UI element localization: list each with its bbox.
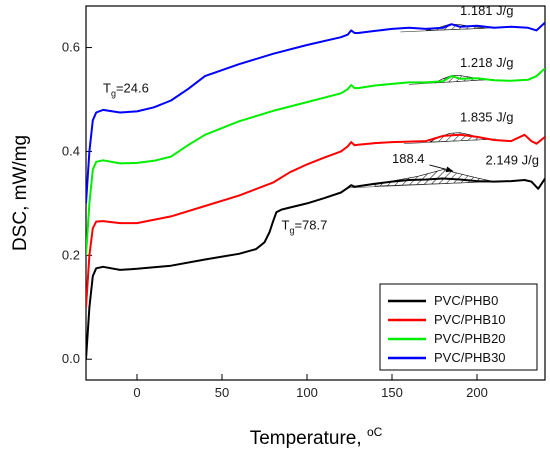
series-line	[86, 177, 545, 360]
legend-box	[379, 283, 538, 371]
legend-label: PVC/PHB10	[434, 312, 506, 327]
y-tick-label: 0.4	[62, 143, 80, 158]
peak-baseline	[349, 180, 503, 189]
hatched-peaks	[349, 23, 503, 189]
series-line	[86, 67, 545, 256]
peak-temperature-label: 188.4	[392, 151, 425, 166]
x-tick-label: 50	[215, 385, 229, 400]
peak-baseline	[400, 27, 495, 33]
legend-label: PVC/PHB0	[434, 293, 498, 308]
tg-phb0-annotation: Tg=78.7	[282, 217, 328, 235]
y-tick-label: 0.2	[62, 247, 80, 262]
enthalpy-phb10-label: 1.835 J/g	[460, 109, 514, 124]
y-tick-label: 0.0	[62, 351, 80, 366]
enthalpy-phb30-label: 1.181 J/g	[460, 3, 514, 18]
peak-arrowhead	[445, 166, 454, 173]
x-tick-label: 200	[466, 385, 488, 400]
y-tick-label: 0.6	[62, 40, 80, 55]
x-tick-label: 0	[133, 385, 140, 400]
x-tick-label: 100	[296, 385, 318, 400]
enthalpy-phb0-label: 2.149 J/g	[486, 152, 540, 167]
peak-baseline	[408, 78, 495, 85]
y-axis-title: DSC, mW/mg	[10, 135, 31, 251]
series-line	[86, 133, 545, 308]
legend-label: PVC/PHB20	[434, 331, 506, 346]
peak-baseline	[403, 138, 496, 144]
tg-phb30-annotation: Tg=24.6	[103, 81, 149, 99]
x-axis-title: Temperature, oC	[250, 425, 383, 449]
x-axis-ticks: 0 50 100 150 200	[133, 374, 488, 400]
series-lines	[86, 21, 545, 360]
y-axis-ticks: 0.0 0.2 0.4 0.6	[62, 40, 92, 366]
series-line	[86, 21, 545, 204]
hatched-peak-area	[374, 169, 495, 187]
x-tick-label: 150	[381, 385, 403, 400]
enthalpy-phb20-label: 1.218 J/g	[460, 55, 514, 70]
legend-label: PVC/PHB30	[434, 350, 506, 365]
legend: PVC/PHB0 PVC/PHB10 PVC/PHB20 PVC/PHB30	[379, 283, 538, 371]
